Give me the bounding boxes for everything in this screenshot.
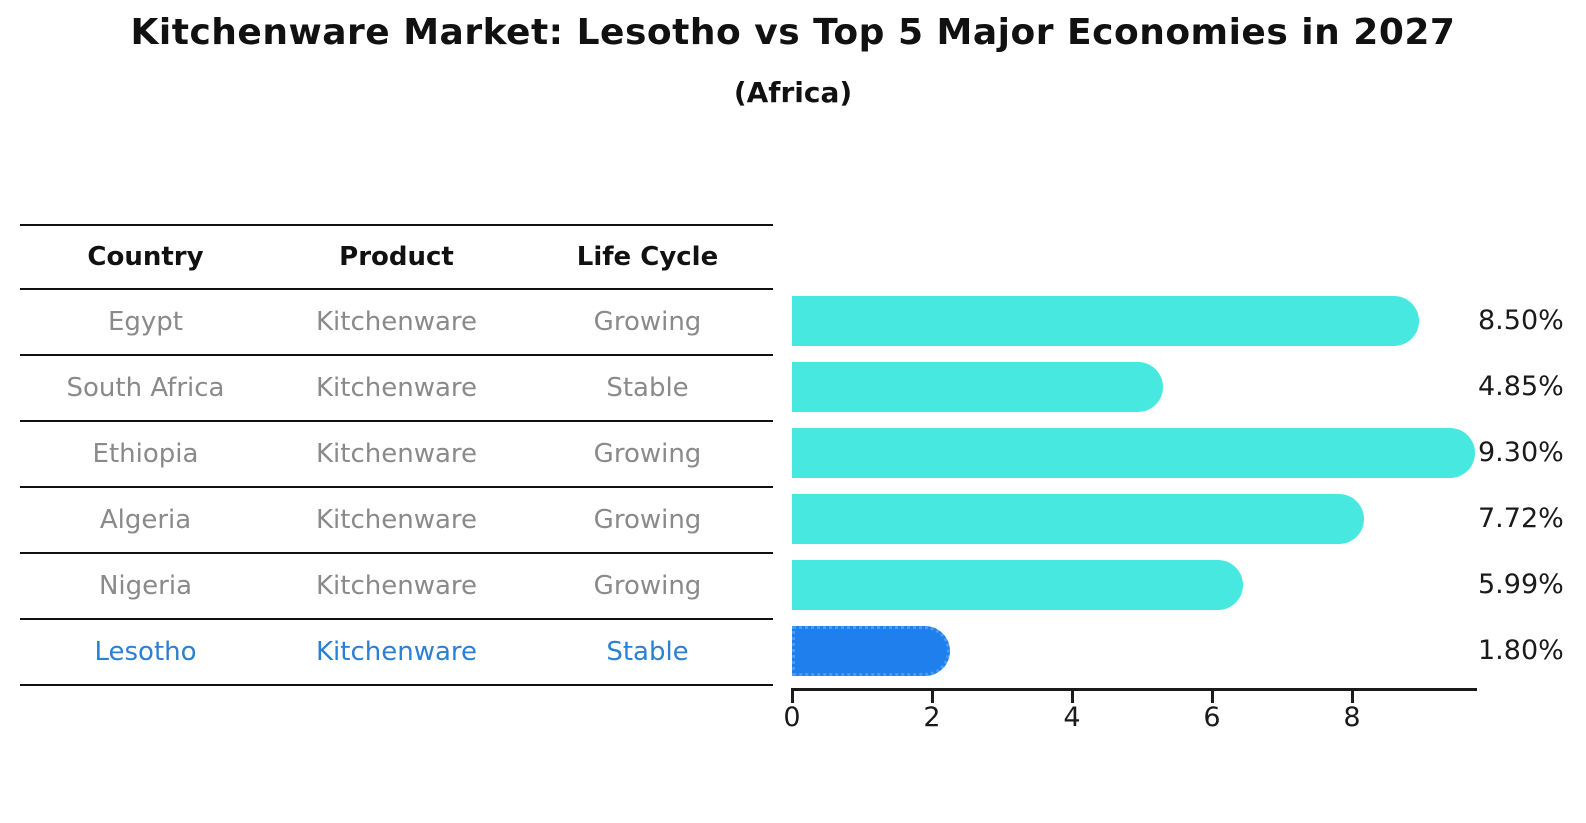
country-cell: South Africa	[66, 373, 225, 403]
value-label: 9.30%	[1478, 437, 1564, 468]
bar	[792, 428, 1475, 478]
x-tick-label: 2	[923, 702, 941, 733]
column-header-lifecycle: Life Cycle	[576, 242, 719, 272]
bar	[792, 494, 1364, 544]
table-row: South Africa Kitchenware Stable	[20, 356, 773, 422]
lifecycle-cell: Growing	[593, 439, 702, 469]
product-cell: Kitchenware	[315, 307, 478, 337]
comparison-table: Country Product Life Cycle Egypt Kitchenw…	[20, 224, 773, 686]
product-cell: Kitchenware	[315, 637, 478, 667]
x-tick-mark	[791, 688, 794, 703]
country-cell: Nigeria	[98, 571, 193, 601]
table-row: Ethiopia Kitchenware Growing	[20, 422, 773, 488]
table-row: Lesotho Kitchenware Stable	[20, 620, 773, 686]
product-cell: Kitchenware	[315, 373, 478, 403]
x-tick-mark	[1071, 688, 1074, 703]
value-label: 8.50%	[1478, 305, 1564, 336]
value-label: 4.85%	[1478, 371, 1564, 402]
table-row: Nigeria Kitchenware Growing	[20, 554, 773, 620]
product-cell: Kitchenware	[315, 439, 478, 469]
bar	[792, 296, 1419, 346]
value-label: 1.80%	[1478, 635, 1564, 666]
column-header-country: Country	[87, 242, 204, 272]
x-tick-mark	[931, 688, 934, 703]
product-cell: Kitchenware	[315, 505, 478, 535]
lifecycle-cell: Growing	[593, 571, 702, 601]
chart-subtitle: (Africa)	[733, 76, 853, 109]
bar-lesotho-highlighted	[792, 626, 950, 676]
x-tick-mark	[1351, 688, 1354, 703]
lifecycle-cell: Growing	[593, 505, 702, 535]
x-tick-mark	[1211, 688, 1214, 703]
bar	[792, 362, 1163, 412]
table-row: Egypt Kitchenware Growing	[20, 290, 773, 356]
table-row: Algeria Kitchenware Growing	[20, 488, 773, 554]
country-cell: Ethiopia	[92, 439, 199, 469]
x-tick-label: 4	[1063, 702, 1081, 733]
value-label: 7.72%	[1478, 503, 1564, 534]
x-tick-label: 0	[783, 702, 801, 733]
lifecycle-cell: Growing	[593, 307, 702, 337]
x-axis-line	[792, 688, 1477, 691]
value-label: 5.99%	[1478, 569, 1564, 600]
column-header-product: Product	[339, 242, 454, 272]
product-cell: Kitchenware	[315, 571, 478, 601]
lifecycle-cell: Stable	[606, 373, 689, 403]
table-header-row: Country Product Life Cycle	[20, 226, 773, 290]
country-cell: Lesotho	[94, 637, 197, 667]
lifecycle-cell: Stable	[606, 637, 689, 667]
country-cell: Egypt	[107, 307, 184, 337]
x-tick-label: 6	[1203, 702, 1221, 733]
x-tick-label: 8	[1343, 702, 1361, 733]
chart-title: Kitchenware Market: Lesotho vs Top 5 Maj…	[130, 12, 1456, 53]
country-cell: Algeria	[99, 505, 192, 535]
bar	[792, 560, 1243, 610]
